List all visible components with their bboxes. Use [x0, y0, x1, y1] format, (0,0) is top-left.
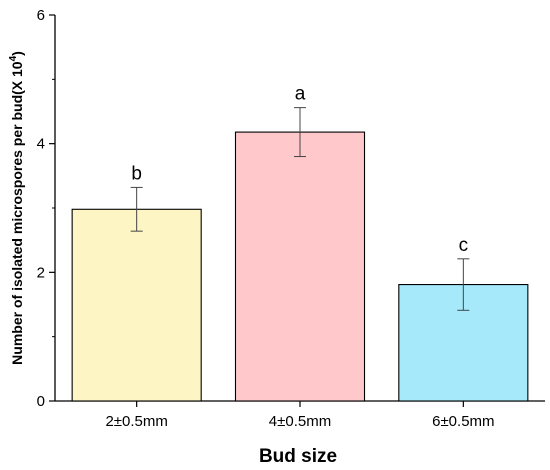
- x-tick-label: 6±0.5mm: [432, 413, 494, 430]
- plot-area: 0 2 4 6 2±0.5mm b 4±0.5mm a 6±0.5mm c: [37, 7, 545, 430]
- significance-label: b: [131, 163, 142, 184]
- bar: [234, 131, 366, 402]
- x-tick-label: 2±0.5mm: [105, 413, 167, 430]
- y-tick-label: 2: [37, 264, 45, 281]
- y-axis-title: Number of isolated microspores per bud(X…: [8, 51, 25, 365]
- y-axis-title-exponent: 4: [8, 55, 19, 61]
- svg-text:Number of isolated microspores: Number of isolated microspores per bud(X…: [8, 51, 25, 365]
- y-axis-title-close: ): [9, 51, 25, 56]
- y-axis-title-main: Number of isolated microspores per bud(X…: [9, 61, 25, 365]
- significance-label: c: [459, 235, 469, 256]
- x-axis-title: Bud size: [259, 446, 337, 467]
- y-tick-label: 4: [37, 136, 45, 153]
- bar: [71, 208, 202, 402]
- x-tick-label: 4±0.5mm: [269, 413, 331, 430]
- y-tick-label: 0: [37, 393, 45, 410]
- significance-label: a: [295, 84, 306, 105]
- y-tick-label: 6: [37, 7, 45, 24]
